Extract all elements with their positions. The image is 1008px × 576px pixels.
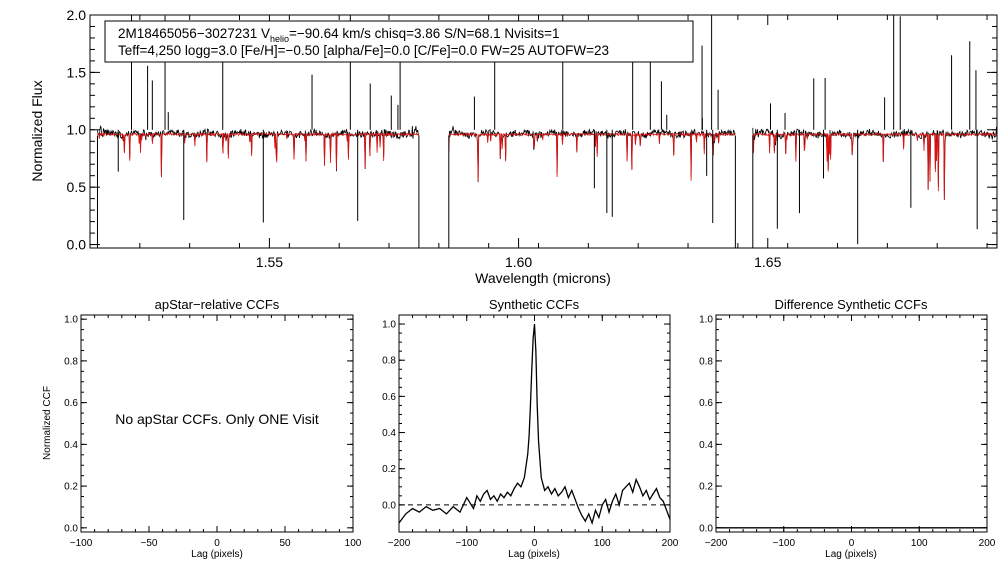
y-tick-label: 0.8 — [382, 356, 396, 367]
y-tick-label: 0.2 — [382, 464, 396, 475]
x-tick-label: 0 — [849, 538, 855, 549]
y-tick-label: 0.5 — [67, 179, 87, 195]
apstar-ccf-panel: apStar−relative CCFs −100 −50 0 50 100 0.0 0.2… — [42, 297, 362, 560]
y-tick-label: 0.2 — [64, 482, 78, 493]
x-tick-label: 0 — [532, 538, 538, 549]
model-spectrum-chip-0 — [97, 131, 420, 177]
difference-ccf-panel: Difference Synthetic CCFs −200 −100 0 100 20… — [699, 297, 996, 560]
model-spectrum-chip-1 — [448, 131, 736, 182]
x-tick-label: 200 — [662, 538, 679, 549]
y-tick-label: 0.8 — [699, 356, 713, 367]
x-tick-label: 100 — [594, 538, 611, 549]
synthetic-ccf-frame — [398, 314, 671, 533]
y-tick-label: 1.0 — [382, 320, 396, 331]
spectrum-annotation-box: 2M18465056−3027231 Vhelio=−90.64 km/s ch… — [104, 20, 694, 63]
difference-ccf-title: Difference Synthetic CCFs — [775, 297, 928, 312]
y-tick-label: 0.2 — [699, 482, 713, 493]
y-tick-label: 1.0 — [64, 315, 78, 326]
apstar-ccf-title: apStar−relative CCFs — [155, 297, 280, 312]
x-tick-label: 100 — [911, 538, 928, 549]
y-tick-label: 0.4 — [699, 440, 713, 451]
spectrum-ylabel: Normalized Flux — [29, 80, 45, 181]
annotation-box-frame — [104, 20, 694, 63]
synthetic-ccf-ticks: −200 −100 0 100 200 0.0 0.2 0.4 0.6 0.8 1.0 — [382, 314, 679, 549]
x-tick-label: −100 — [772, 538, 795, 549]
observed-spectrum-chip-2 — [752, 126, 997, 200]
y-tick-label: 0.8 — [64, 356, 78, 367]
x-tick-label: −100 — [70, 538, 93, 549]
spectrum-ticks: 1.55 1.60 1.65 0.0 0.5 1.0 1.5 2.0 — [67, 7, 997, 270]
synthetic-ccf-line — [399, 323, 670, 526]
y-tick-label: 0.6 — [64, 398, 78, 409]
x-tick-label: −200 — [705, 538, 728, 549]
synthetic-ccf-xlabel: Lag (pixels) — [508, 549, 560, 560]
annotation-line-1: 2M18465056−3027231 Vhelio=−90.64 km/s ch… — [118, 26, 560, 44]
x-tick-label: 200 — [979, 538, 996, 549]
x-tick-label: −200 — [388, 538, 411, 549]
apstar-ccf-note: No apStar CCFs. Only ONE Visit — [115, 411, 319, 427]
y-tick-label: 0.4 — [382, 428, 396, 439]
annotation-line-2: Teff=4,250 logg=3.0 [Fe/H]=−0.50 [alpha/… — [118, 43, 609, 58]
difference-ccf-frame — [715, 314, 988, 533]
y-tick-label: 0.4 — [64, 440, 78, 451]
x-tick-label: −50 — [141, 538, 158, 549]
y-tick-label: 1.0 — [699, 315, 713, 326]
y-tick-label: 0.0 — [67, 236, 87, 252]
synthetic-ccf-panel: Synthetic CCFs −200 −100 0 100 200 0.0 0.2 0.4 0… — [382, 297, 679, 560]
x-tick-label: −100 — [455, 538, 478, 549]
spectrum-xlabel: Wavelength (microns) — [475, 270, 611, 286]
spectrum-panel: 1.55 1.60 1.65 0.0 0.5 1.0 1.5 2.0 Wavelength (… — [29, 7, 998, 286]
x-tick-label: 1.65 — [754, 254, 781, 270]
y-tick-label: 0.6 — [699, 398, 713, 409]
spectrum-frame — [89, 14, 998, 249]
y-tick-label: 0.0 — [64, 523, 78, 534]
y-tick-label: 1.5 — [67, 64, 87, 80]
x-tick-label: 100 — [345, 538, 362, 549]
x-tick-label: 1.60 — [505, 254, 532, 270]
y-tick-label: 2.0 — [67, 7, 87, 23]
difference-ccf-ticks: −200 −100 0 100 200 0.0 0.2 0.4 0.6 0.8 1.0 — [699, 315, 996, 549]
model-spectrum-chip-2 — [752, 131, 997, 201]
x-tick-label: 0 — [214, 538, 220, 549]
x-tick-label: 1.55 — [256, 254, 283, 270]
y-tick-label: 1.0 — [67, 122, 87, 138]
x-tick-label: 50 — [279, 538, 291, 549]
y-tick-label: 0.0 — [699, 523, 713, 534]
synthetic-ccf-title: Synthetic CCFs — [489, 297, 580, 312]
y-tick-label: 0.0 — [382, 500, 396, 511]
apstar-ccf-ylabel: Normalized CCF — [42, 386, 53, 460]
apstar-ccf-xlabel: Lag (pixels) — [191, 549, 243, 560]
difference-ccf-xlabel: Lag (pixels) — [825, 549, 877, 560]
y-tick-label: 0.6 — [382, 392, 396, 403]
apstar-ccf-ticks: −100 −50 0 50 100 0.0 0.2 0.4 0.6 0.8 1.0 — [64, 315, 362, 549]
synthetic-ccf-curves — [399, 323, 670, 526]
